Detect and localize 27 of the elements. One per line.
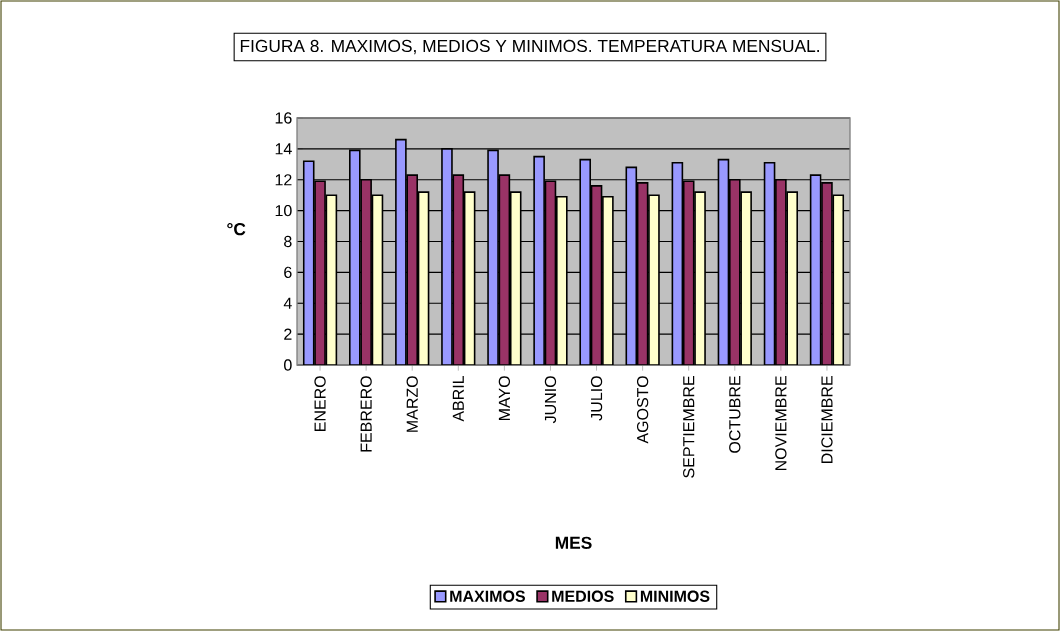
x-axis-title: MES: [555, 536, 592, 549]
x-tick-label: JUNIO: [544, 376, 557, 424]
x-tick-label: NOVIEMBRE: [775, 376, 787, 471]
x-tick-label: SEPTIEMBRE: [683, 376, 695, 478]
y-tick-label: 2: [284, 328, 292, 340]
y-tick-label: 10: [275, 204, 292, 217]
legend-label: MINIMOS: [640, 590, 710, 602]
x-tick-label: AGOSTO: [636, 376, 649, 444]
x-tick-label: OCTUBRE: [729, 376, 741, 453]
y-tick-label: 8: [284, 235, 292, 248]
x-tick-label: JULIO: [590, 376, 603, 421]
x-tick-label: MARZO: [406, 376, 418, 432]
chart-title: FIGURA 8. MAXIMOS, MEDIOS Y MINIMOS. TEMPERATURA MENSUAL.: [240, 39, 819, 55]
y-tick-label: 12: [275, 174, 292, 186]
y-tick-label: 4: [283, 297, 292, 309]
x-tick-label: FEBRERO: [360, 376, 372, 452]
y-tick-label: 16: [275, 112, 292, 124]
x-tick-label: ABRIL: [452, 375, 464, 422]
y-axis-title: °C: [227, 223, 246, 236]
x-tick-label: ENERO: [314, 376, 326, 431]
y-tick-label: 0: [284, 359, 292, 371]
x-tick-label: MAYO: [498, 376, 511, 420]
legend-label: MAXIMOS: [450, 590, 525, 602]
legend-label: MEDIOS: [552, 590, 614, 602]
y-tick-label: 6: [284, 266, 292, 279]
y-tick-label: 14: [275, 143, 292, 155]
x-tick-label: DICIEMBRE: [821, 376, 833, 463]
